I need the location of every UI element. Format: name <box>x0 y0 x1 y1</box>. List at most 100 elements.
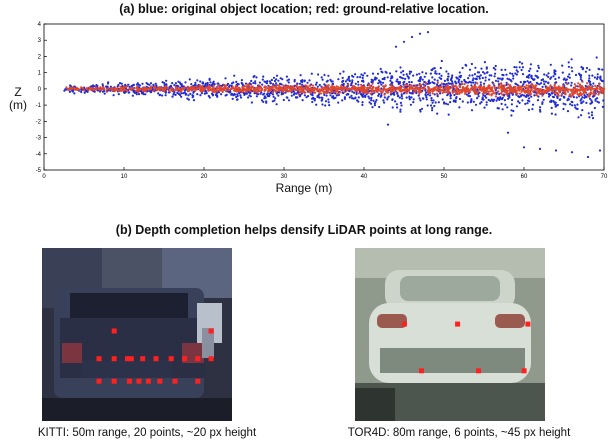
data-point <box>199 89 202 92</box>
data-point <box>422 97 425 100</box>
data-point <box>268 80 272 83</box>
data-point <box>564 79 568 82</box>
data-point <box>590 114 594 117</box>
data-point <box>568 76 571 79</box>
x-tick-label: 40 <box>361 174 368 180</box>
data-point <box>596 97 599 100</box>
data-point <box>116 85 119 88</box>
data-point <box>545 74 548 77</box>
data-point <box>435 83 439 86</box>
data-point <box>328 87 331 90</box>
data-point <box>247 96 250 99</box>
data-point <box>562 84 565 88</box>
data-point <box>560 93 564 96</box>
data-point <box>395 90 398 93</box>
data-point <box>174 82 177 85</box>
data-point <box>191 96 194 99</box>
data-point <box>178 87 181 91</box>
data-point <box>570 100 573 103</box>
data-point <box>589 89 592 92</box>
data-point <box>503 84 506 87</box>
data-point <box>271 93 275 96</box>
data-point <box>366 74 369 77</box>
lidar-point <box>182 356 187 362</box>
data-point <box>309 84 312 87</box>
data-point <box>451 74 454 77</box>
data-point <box>556 96 559 100</box>
data-point <box>417 79 420 82</box>
data-point <box>436 95 439 98</box>
data-point <box>237 86 240 89</box>
data-point <box>372 99 375 102</box>
data-point <box>407 76 410 79</box>
data-point <box>275 82 278 85</box>
data-point <box>541 85 544 88</box>
data-point <box>120 89 123 92</box>
data-point <box>361 91 364 94</box>
data-point <box>448 86 451 89</box>
data-point <box>390 89 393 92</box>
data-point <box>199 94 202 97</box>
data-point <box>478 77 481 80</box>
data-point <box>282 98 285 102</box>
data-point <box>587 112 590 115</box>
data-point <box>233 74 236 77</box>
data-point <box>203 89 206 92</box>
data-point <box>149 82 153 85</box>
data-point <box>467 81 470 84</box>
data-point <box>210 84 213 87</box>
data-point <box>494 72 497 75</box>
data-point <box>292 87 295 90</box>
data-point <box>348 79 351 82</box>
data-point <box>417 94 420 97</box>
data-point <box>389 79 392 82</box>
data-point <box>302 89 305 92</box>
data-point <box>524 89 527 92</box>
data-point <box>255 95 258 98</box>
data-point <box>230 92 233 95</box>
data-point <box>208 78 211 81</box>
data-point <box>438 89 441 92</box>
data-point <box>194 81 197 84</box>
data-point <box>566 83 569 86</box>
data-point <box>275 74 279 77</box>
data-point <box>572 93 575 96</box>
data-point <box>448 87 451 90</box>
lidar-point <box>401 321 407 327</box>
data-point <box>577 116 580 119</box>
data-point <box>357 80 360 83</box>
data-point <box>568 73 571 76</box>
data-point <box>348 87 351 90</box>
data-point <box>562 90 565 93</box>
data-point <box>417 86 420 89</box>
data-point <box>557 85 560 88</box>
data-point <box>520 68 523 72</box>
x-tick-label: 20 <box>201 174 208 180</box>
data-point <box>498 77 501 80</box>
outlier-point <box>522 146 526 149</box>
data-point <box>211 89 214 92</box>
data-point <box>497 80 500 83</box>
data-point <box>483 72 486 75</box>
data-point <box>230 87 233 90</box>
data-point <box>544 89 547 92</box>
data-point <box>310 93 313 96</box>
y-axis-label-line-1: Z <box>14 85 22 99</box>
data-point <box>436 112 439 115</box>
data-point <box>373 104 376 107</box>
data-point <box>455 97 458 100</box>
data-point <box>351 97 354 100</box>
data-point <box>457 90 461 93</box>
data-point <box>343 91 346 94</box>
data-point <box>165 83 168 86</box>
data-point <box>557 88 560 91</box>
data-point <box>135 83 139 86</box>
data-point <box>205 90 208 93</box>
data-point <box>400 94 403 98</box>
data-point <box>518 86 521 89</box>
data-point <box>595 56 598 59</box>
data-point <box>275 84 278 87</box>
data-point <box>423 75 426 78</box>
data-point <box>424 81 428 85</box>
data-point <box>300 90 303 93</box>
